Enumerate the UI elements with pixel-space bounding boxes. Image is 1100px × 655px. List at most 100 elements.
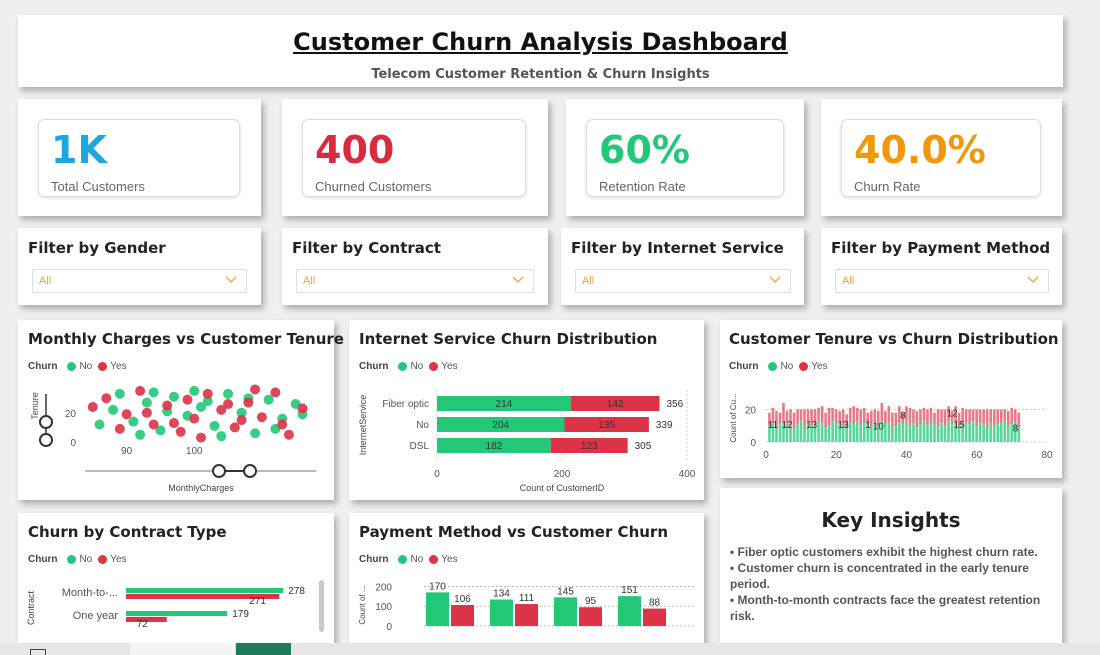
filter-payment-card: Filter by Payment Method All bbox=[821, 228, 1062, 305]
bar-segment bbox=[950, 411, 954, 425]
gender-dropdown[interactable]: All bbox=[32, 269, 247, 293]
internet-dropdown[interactable]: All bbox=[575, 269, 791, 293]
bar-segment bbox=[992, 425, 996, 442]
scatter-point bbox=[277, 419, 288, 430]
data-label: 8 bbox=[900, 410, 906, 421]
scatter-point bbox=[263, 394, 274, 405]
scatter-visual[interactable]: Monthly Charges vs Customer Tenure Churn… bbox=[18, 320, 344, 500]
bar-segment bbox=[957, 412, 961, 428]
data-label: 12 bbox=[782, 420, 794, 431]
legend-label: Churn bbox=[359, 361, 389, 372]
bar bbox=[451, 605, 474, 626]
scrollbar[interactable] bbox=[319, 580, 324, 632]
bar-segment bbox=[985, 409, 989, 428]
bar bbox=[579, 607, 602, 626]
bar-segment bbox=[978, 409, 982, 423]
internet-visual[interactable]: Internet Service Churn Distribution Chur… bbox=[349, 320, 704, 500]
data-label: 88 bbox=[649, 598, 661, 609]
scatter-point bbox=[250, 428, 261, 439]
scatter-point bbox=[162, 400, 173, 411]
visual-title: Internet Service Churn Distribution bbox=[359, 330, 658, 348]
legend-no-dot bbox=[398, 555, 408, 564]
bar-segment bbox=[848, 407, 852, 423]
view-icon[interactable] bbox=[30, 649, 46, 655]
bar-segment bbox=[901, 412, 905, 425]
data-label: 134 bbox=[493, 588, 510, 599]
total-label: 356 bbox=[667, 399, 684, 410]
y-axis-label: Count of Cu... bbox=[729, 393, 738, 442]
bar-segment bbox=[806, 422, 810, 442]
data-label: 145 bbox=[557, 586, 574, 597]
bar-segment bbox=[1017, 427, 1021, 442]
payment-visual[interactable]: Payment Method vs Customer Churn Churn N… bbox=[349, 513, 704, 648]
insight-item: • Month-to-month contracts face the grea… bbox=[730, 593, 1041, 623]
kpi-label: Churned Customers bbox=[315, 179, 432, 194]
legend-yes-dot bbox=[429, 362, 439, 371]
bar-segment bbox=[933, 412, 936, 425]
bar-segment bbox=[933, 424, 936, 442]
bar-segment bbox=[954, 406, 957, 423]
filter-title: Filter by Contract bbox=[292, 239, 441, 257]
legend: Churn No Yes bbox=[28, 361, 127, 372]
bar-segment bbox=[564, 417, 649, 432]
visual-title: Customer Tenure vs Churn Distribution bbox=[729, 330, 1059, 348]
chevron-down-icon bbox=[769, 276, 781, 283]
legend-no: No bbox=[79, 361, 93, 372]
legend-yes-dot bbox=[429, 555, 439, 564]
kpi-card-retention: 60% Retention Rate bbox=[566, 99, 804, 216]
legend-label: Churn bbox=[28, 361, 58, 372]
page-tab[interactable] bbox=[236, 643, 291, 655]
bar-segment bbox=[915, 427, 919, 442]
data-label: 142 bbox=[607, 399, 624, 410]
contract-visual[interactable]: Churn by Contract Type Churn No Yes Mont… bbox=[18, 513, 334, 648]
legend-no: No bbox=[410, 554, 424, 565]
scatter-point bbox=[108, 404, 119, 415]
legend-yes: Yes bbox=[441, 361, 458, 372]
bar-segment bbox=[796, 424, 799, 442]
bar-segment bbox=[936, 409, 940, 428]
legend-yes: Yes bbox=[110, 554, 127, 565]
bar-segment bbox=[817, 407, 820, 421]
bar-segment bbox=[827, 425, 831, 442]
bar-segment bbox=[862, 422, 866, 442]
bar-segment bbox=[961, 407, 964, 426]
bar-segment bbox=[961, 425, 964, 442]
legend-yes-dot bbox=[799, 362, 809, 371]
data-label: 111 bbox=[519, 593, 535, 604]
bar-segment bbox=[799, 409, 803, 421]
scatter-point bbox=[189, 385, 200, 396]
x-tick-label: 90 bbox=[121, 446, 133, 457]
page-subtitle: Telecom Customer Retention & Churn Insig… bbox=[371, 67, 710, 82]
bar-segment bbox=[894, 412, 898, 426]
bar-segment bbox=[919, 409, 922, 425]
kpi-value: 400 bbox=[315, 128, 395, 172]
bar-segment bbox=[936, 427, 940, 442]
legend-no: No bbox=[780, 361, 794, 372]
legend-label: Churn bbox=[28, 554, 58, 565]
bar-segment bbox=[845, 427, 848, 442]
bar-segment bbox=[968, 409, 971, 425]
payment-dropdown[interactable]: All bbox=[835, 269, 1049, 293]
data-label: 106 bbox=[454, 594, 471, 605]
page-tab[interactable] bbox=[130, 643, 235, 655]
y-range-slider-handle bbox=[39, 433, 53, 447]
category-label: No bbox=[416, 420, 429, 431]
bar-segment bbox=[437, 396, 571, 411]
kpi-box: 400 Churned Customers bbox=[302, 119, 526, 197]
bar-segment bbox=[985, 427, 989, 442]
data-label: 170 bbox=[429, 581, 446, 592]
kpi-box: 1K Total Customers bbox=[38, 119, 240, 197]
tenure-visual[interactable]: Customer Tenure vs Churn Distribution Ch… bbox=[720, 320, 1062, 478]
bar-segment bbox=[782, 420, 785, 442]
bar-segment bbox=[831, 420, 834, 442]
filter-contract-card: Filter by Contract All bbox=[282, 228, 548, 305]
contract-dropdown[interactable]: All bbox=[296, 269, 534, 293]
insights-title: Key Insights bbox=[821, 508, 961, 532]
scatter-point bbox=[148, 419, 159, 430]
bar-segment bbox=[992, 409, 996, 426]
bar-segment bbox=[905, 420, 908, 442]
x-tick-label: 40 bbox=[901, 450, 913, 461]
bar-segment bbox=[891, 412, 894, 428]
data-label: 15 bbox=[954, 420, 966, 431]
data-label: 10 bbox=[873, 422, 885, 433]
